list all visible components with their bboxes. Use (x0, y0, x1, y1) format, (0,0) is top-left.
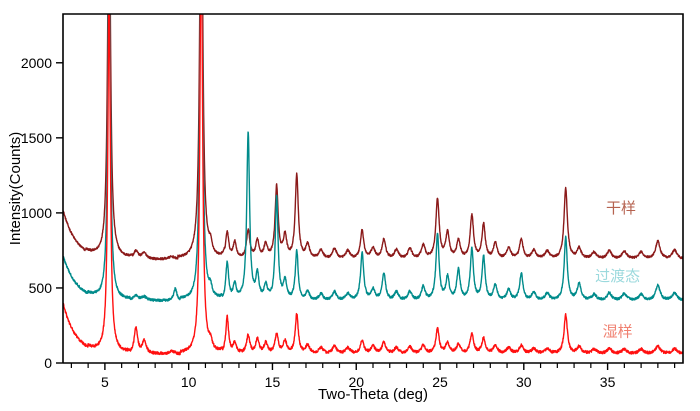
x-tick-label: 5 (101, 374, 109, 390)
x-tick-label: 10 (181, 374, 197, 390)
x-tick-label: 35 (600, 374, 616, 390)
y-axis-tick-labels: 0 500 1000 1500 2000 (21, 55, 52, 371)
y-axis-title: Intensity(Counts) (7, 132, 24, 245)
x-tick-label: 25 (432, 374, 448, 390)
series-label-2: 过渡态 (595, 267, 640, 285)
plot-frame-border (62, 13, 684, 364)
x-tick-label: 20 (348, 374, 364, 390)
trace-3 (63, 14, 683, 356)
diffraction-traces-layer (63, 14, 683, 356)
y-tick-label: 1000 (21, 205, 52, 221)
trace-2 (63, 14, 683, 303)
trace-1 (63, 14, 683, 261)
x-tick-label: 30 (516, 374, 532, 390)
x-axis-title: Two-Theta (deg) (318, 386, 428, 403)
x-axis-tick-labels: 5 10 15 20 25 30 35 (101, 374, 616, 390)
y-axis-ticks (56, 62, 63, 364)
x-tick-label: 15 (265, 374, 281, 390)
y-tick-label: 1500 (21, 130, 52, 146)
plot-frame (62, 13, 684, 364)
series-label-1: 干样 (606, 199, 636, 217)
y-tick-label: 500 (29, 280, 53, 296)
y-tick-label: 0 (44, 355, 52, 371)
series-label-3: 湿样 (603, 323, 633, 341)
y-tick-label: 2000 (21, 55, 52, 71)
x-axis-ticks (70, 363, 676, 370)
